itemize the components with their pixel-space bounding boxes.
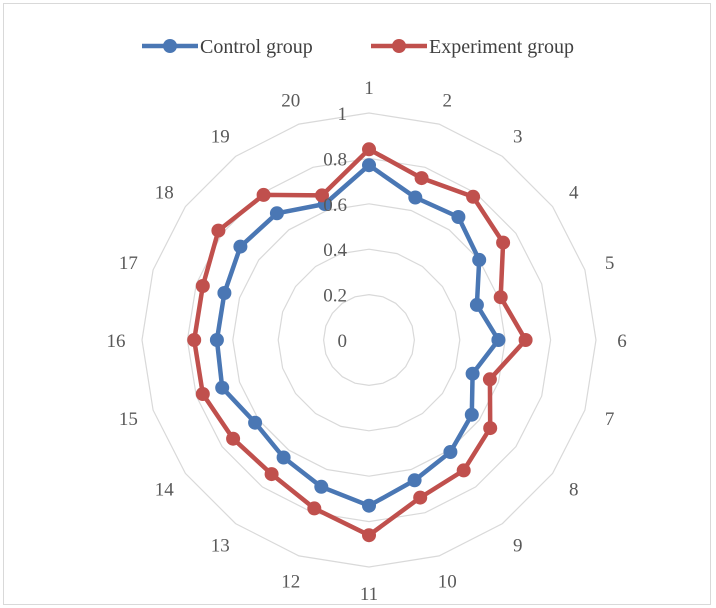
- data-point: [407, 473, 422, 488]
- radar-labels: 00.20.40.60.8112345678910111213141516171…: [107, 78, 627, 605]
- r-tick-label: 0: [338, 331, 348, 352]
- data-point: [472, 252, 487, 267]
- r-tick-label: 0.8: [323, 149, 347, 170]
- gridline-0.2: [322, 293, 416, 387]
- data-point: [209, 333, 224, 347]
- category-label: 9: [513, 536, 523, 557]
- category-label: 13: [211, 536, 230, 557]
- data-point: [413, 490, 428, 505]
- category-label: 10: [438, 572, 457, 593]
- data-point: [408, 190, 423, 205]
- category-label: 16: [107, 331, 126, 352]
- category-label: 8: [569, 480, 579, 501]
- data-point: [211, 223, 226, 238]
- radar-series: [187, 142, 533, 543]
- data-point: [195, 279, 210, 293]
- data-point: [315, 188, 329, 203]
- r-tick-label: 0.2: [323, 286, 347, 307]
- gridline-1: [141, 112, 597, 568]
- data-point: [264, 467, 279, 482]
- data-point: [307, 501, 322, 516]
- category-label: 12: [281, 572, 300, 593]
- data-point: [217, 286, 232, 300]
- data-point: [362, 142, 376, 157]
- data-point: [362, 498, 376, 513]
- data-point: [451, 210, 466, 224]
- data-point: [215, 380, 230, 395]
- data-point: [482, 372, 497, 387]
- category-label: 4: [569, 182, 579, 203]
- data-point: [443, 445, 458, 459]
- legend-label: Experiment group: [429, 36, 574, 58]
- category-label: 19: [211, 126, 230, 147]
- category-label: 18: [155, 182, 174, 203]
- data-point: [195, 387, 210, 401]
- data-point: [493, 290, 508, 305]
- gridline-0.4: [277, 248, 461, 432]
- data-point: [362, 158, 376, 173]
- category-label: 3: [513, 126, 523, 147]
- category-label: 5: [605, 253, 615, 274]
- data-point: [465, 366, 480, 381]
- radar-grid: [141, 112, 597, 568]
- category-label: 15: [119, 409, 138, 430]
- gridline-0.6: [232, 203, 506, 477]
- r-tick-label: 0.6: [323, 195, 347, 216]
- data-point: [314, 479, 329, 494]
- data-point: [414, 171, 429, 186]
- legend-swatch-marker: [163, 39, 177, 53]
- data-point: [226, 431, 241, 446]
- category-label: 7: [605, 409, 615, 430]
- data-point: [276, 450, 291, 465]
- chart-frame: [3, 3, 711, 605]
- category-label: 11: [360, 584, 378, 605]
- legend: Control group Experiment group: [142, 36, 574, 58]
- r-tick-label: 0.4: [323, 240, 347, 261]
- data-point: [464, 407, 479, 422]
- data-point: [496, 235, 511, 250]
- category-label: 6: [617, 331, 627, 352]
- r-tick-label: 1: [338, 104, 348, 125]
- data-point: [466, 189, 481, 204]
- data-point: [269, 206, 284, 221]
- data-point: [518, 333, 533, 347]
- data-point: [256, 187, 271, 202]
- legend-label: Control group: [200, 36, 313, 58]
- data-point: [187, 333, 202, 347]
- data-point: [233, 239, 248, 254]
- category-label: 20: [281, 90, 300, 111]
- data-point: [456, 463, 471, 478]
- category-label: 17: [119, 253, 138, 274]
- category-label: 1: [364, 78, 374, 99]
- data-point: [483, 421, 498, 436]
- data-point: [491, 333, 506, 347]
- category-label: 2: [442, 90, 452, 111]
- data-point: [469, 297, 484, 312]
- legend-swatch-marker: [392, 39, 406, 53]
- category-label: 14: [155, 480, 175, 501]
- series-line: [191, 147, 528, 538]
- data-point: [362, 528, 376, 543]
- data-point: [248, 415, 263, 430]
